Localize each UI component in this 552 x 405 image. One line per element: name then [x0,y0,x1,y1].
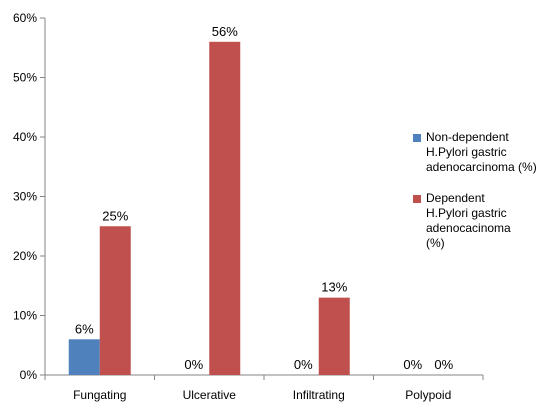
legend-item-non-dependent: Non-dependent H.Pylori gastric adenocarc… [413,130,548,175]
bars-group [68,41,350,376]
x-category-label: Ulcerative [183,388,237,402]
legend-item-dependent: Dependent H.Pylori gastric adenocacinoma… [413,191,548,251]
data-label: 13% [321,280,347,295]
legend-label-dependent: Dependent H.Pylori gastric adenocacinoma… [426,191,511,250]
legend-swatch-non-dependent [413,134,421,142]
data-label: 56% [212,24,238,39]
y-tick-label: 30% [13,190,37,204]
y-tick-label: 0% [20,368,38,382]
bar-dependent [99,226,131,375]
y-tick-label: 40% [13,130,37,144]
bar-dependent [318,297,350,375]
data-label: 0% [434,357,453,372]
y-tick-label: 50% [13,71,37,85]
bar-dependent [209,41,241,376]
data-label: 6% [75,321,94,336]
x-axis-ticks: Fungating Ulcerative Infiltrating Polypoid [44,375,484,402]
x-category-label: Polypoid [405,388,451,402]
x-category-label: Fungating [73,388,126,402]
data-label: 0% [403,357,422,372]
data-label: 25% [102,208,128,223]
legend-label-non-dependent: Non-dependent H.Pylori gastric adenocarc… [426,130,537,174]
bar-non-dependent [68,339,100,375]
data-label: 0% [184,357,203,372]
y-tick-label: 20% [13,249,37,263]
y-axis-ticks: 0% 10% 20% 30% 40% 50% 60% [13,11,45,382]
data-labels-group: 6% 0% 0% 0% 25% 56% 13% 0% [75,24,454,372]
y-tick-label: 60% [13,11,37,25]
x-category-label: Infiltrating [293,388,345,402]
legend-swatch-dependent [413,195,421,203]
data-label: 0% [294,357,313,372]
legend: Non-dependent H.Pylori gastric adenocarc… [413,130,548,267]
y-tick-label: 10% [13,309,37,323]
